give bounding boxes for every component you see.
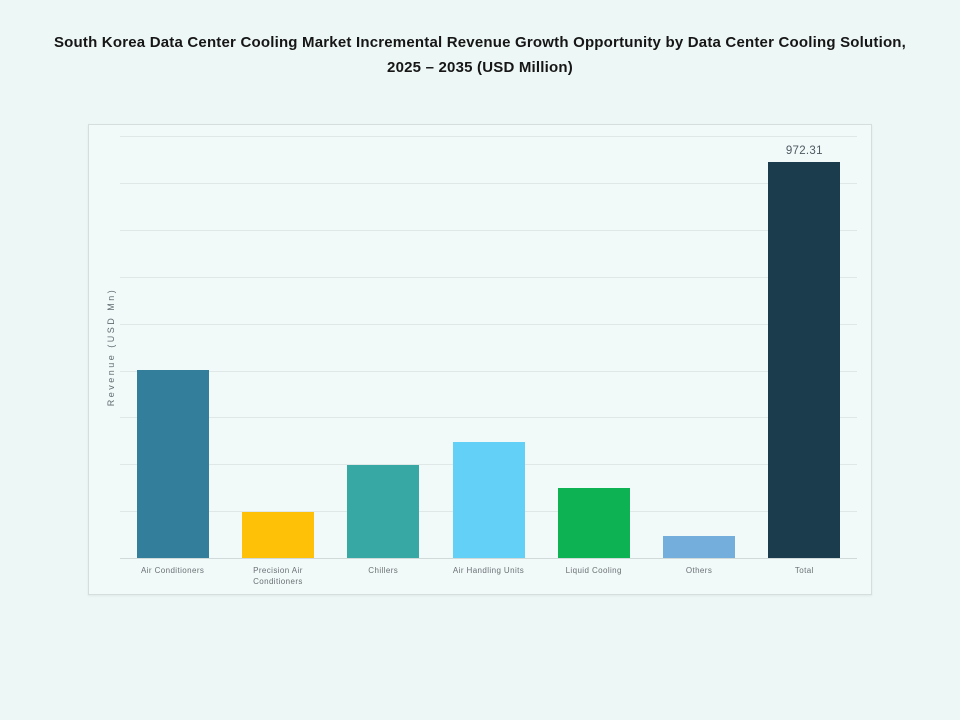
chart-title: South Korea Data Center Cooling Market I… [0,30,960,80]
chart-title-line1: South Korea Data Center Cooling Market I… [53,34,907,51]
bar-chillers [347,465,420,558]
category-label-total: Total [794,566,814,575]
gridline [120,276,857,278]
category-label-air-conditioners: Air Conditioners [140,566,205,575]
category-label-chillers: Chillers [368,566,399,575]
category-label-others: Others [685,566,713,575]
chart-panel: Revenue (USD Mn) 972.31 Air Conditioners… [88,124,872,595]
category-label-precision-air-conditioners: Precision Air Conditioners [253,566,303,586]
bar-precision-air-conditioners [241,512,314,558]
bar-liquid-cooling [557,488,630,558]
gridline [120,370,857,372]
category-label-air-handling-units: Air Handling Units [452,566,525,575]
gridline [120,230,857,231]
plot-area: 972.31 [120,125,857,559]
gridline [120,183,857,185]
data-label-total: 972.31 [785,144,823,157]
bar-others [663,536,736,558]
gridline [120,136,857,138]
category-label-liquid-cooling: Liquid Cooling [565,566,622,575]
x-axis-labels: Air Conditioners Precision Air Conditione… [120,565,857,595]
chart-title-line2: 2025 – 2035 (USD Million) [387,59,573,76]
gridline [120,323,857,325]
bar-total [768,161,841,558]
bar-air-conditioners [136,370,209,558]
y-axis-title: Revenue (USD Mn) [106,287,116,407]
gridline [120,417,857,419]
bar-air-handling-units [452,442,525,558]
x-axis-line [120,558,857,559]
